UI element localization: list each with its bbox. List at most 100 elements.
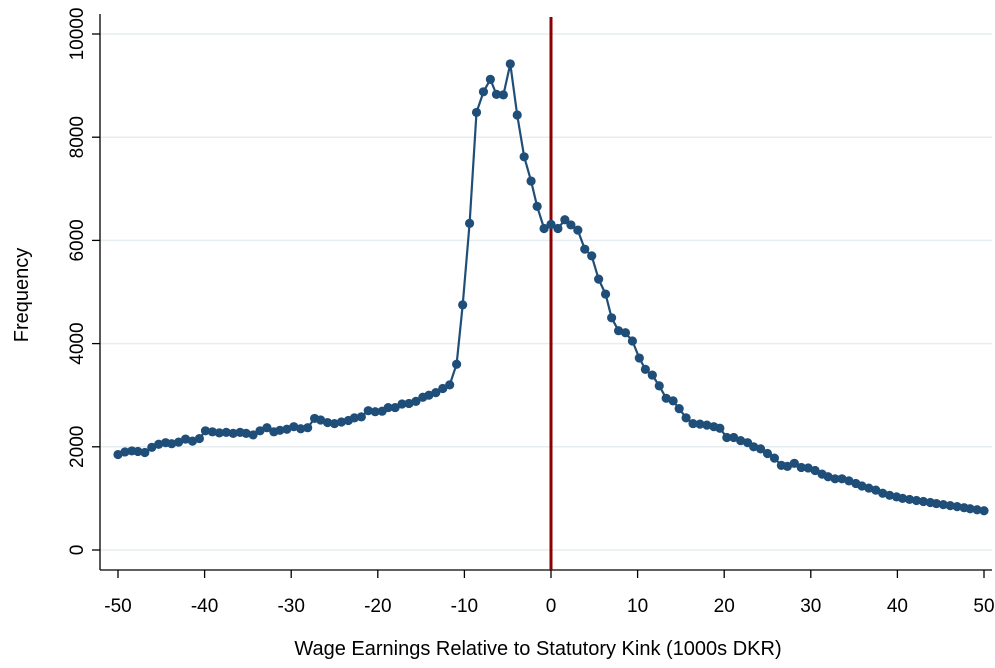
data-point: [837, 474, 847, 484]
data-point: [640, 364, 650, 374]
data-point: [411, 396, 421, 406]
x-tick-label: 10: [627, 596, 648, 617]
data-point: [627, 336, 638, 346]
x-tick-label: 20: [714, 596, 735, 617]
data-point: [911, 495, 922, 506]
data-point: [532, 201, 542, 211]
data-point: [931, 498, 941, 509]
data-point: [539, 223, 549, 234]
data-point: [241, 428, 251, 438]
data-point: [498, 90, 508, 100]
data-point: [303, 423, 313, 433]
data-point: [519, 152, 529, 162]
data-point: [154, 439, 164, 449]
data-point: [668, 396, 678, 406]
data-point: [180, 434, 191, 444]
data-point: [823, 472, 833, 482]
data-point: [681, 413, 691, 423]
x-tick-label: 0: [546, 596, 557, 617]
data-point: [167, 439, 177, 449]
data-point: [282, 424, 292, 434]
data-point: [749, 442, 759, 452]
data-point: [587, 251, 597, 261]
axes: [92, 14, 992, 578]
data-point: [580, 244, 590, 254]
data-point: [370, 407, 380, 417]
data-point: [647, 370, 657, 380]
data-point: [736, 436, 746, 446]
data-point: [762, 448, 773, 459]
data-point: [262, 423, 272, 433]
data-point: [938, 499, 948, 510]
data-point: [404, 398, 414, 409]
data-point: [857, 481, 867, 491]
data-point: [702, 420, 712, 430]
data-point: [464, 218, 475, 228]
data-point: [120, 447, 130, 457]
data-point: [722, 432, 732, 443]
data-point: [661, 393, 671, 403]
data-point: [174, 437, 184, 447]
data-point: [844, 476, 854, 486]
data-point: [316, 415, 326, 425]
data-point: [789, 458, 799, 468]
data-point: [782, 461, 793, 472]
y-tick-label: 6000: [67, 219, 88, 261]
data-point: [452, 359, 462, 369]
x-tick-label: 30: [800, 596, 821, 617]
data-point: [769, 453, 780, 463]
data-point: [897, 493, 908, 503]
data-point: [296, 424, 306, 434]
data-point: [674, 404, 684, 414]
data-point: [803, 463, 813, 473]
x-tick-label: -30: [277, 596, 304, 617]
x-tick-label: -50: [104, 596, 131, 617]
data-point: [228, 428, 238, 438]
data-point: [390, 402, 400, 413]
data-point: [864, 483, 874, 493]
data-point: [471, 107, 482, 118]
data-point: [600, 289, 611, 299]
data-point: [952, 502, 962, 512]
data-point: [688, 418, 698, 429]
data-point: [336, 417, 347, 427]
data-point: [634, 353, 644, 363]
y-tick-label: 10000: [67, 8, 88, 61]
data-point: [431, 388, 441, 398]
data-point: [458, 300, 468, 310]
data-point: [526, 176, 536, 186]
data-point: [383, 402, 393, 413]
data-point: [755, 444, 766, 454]
data-point: [485, 74, 495, 85]
data-point: [207, 427, 217, 437]
data-point: [289, 422, 299, 432]
data-point: [830, 474, 840, 484]
data-point: [194, 433, 205, 444]
tick-labels: 0 2000 4000 6000 8000 10000 -50 -40 -30 -20 -10 0 10…: [67, 8, 995, 617]
data-point: [187, 436, 198, 446]
series-group: [113, 59, 989, 516]
data-point: [945, 501, 955, 511]
x-tick-label: 40: [887, 596, 908, 617]
data-point: [200, 426, 211, 436]
data-point: [255, 426, 265, 436]
data-point: [133, 446, 143, 457]
data-point: [560, 215, 570, 225]
y-axis-title: Frequency: [11, 248, 33, 343]
data-point: [654, 381, 664, 391]
y-tick-label: 2000: [67, 426, 88, 468]
data-point: [329, 418, 340, 429]
x-tick-label: 50: [973, 596, 994, 617]
data-point: [424, 390, 434, 400]
data-point: [553, 223, 563, 234]
data-point: [322, 417, 333, 428]
y-tick-label: 0: [67, 545, 88, 556]
data-point: [356, 412, 366, 422]
data-point: [904, 494, 915, 505]
data-point: [810, 465, 820, 476]
data-point: [979, 506, 989, 516]
data-point: [566, 220, 576, 230]
data-point: [607, 313, 617, 323]
data-point: [620, 328, 631, 338]
